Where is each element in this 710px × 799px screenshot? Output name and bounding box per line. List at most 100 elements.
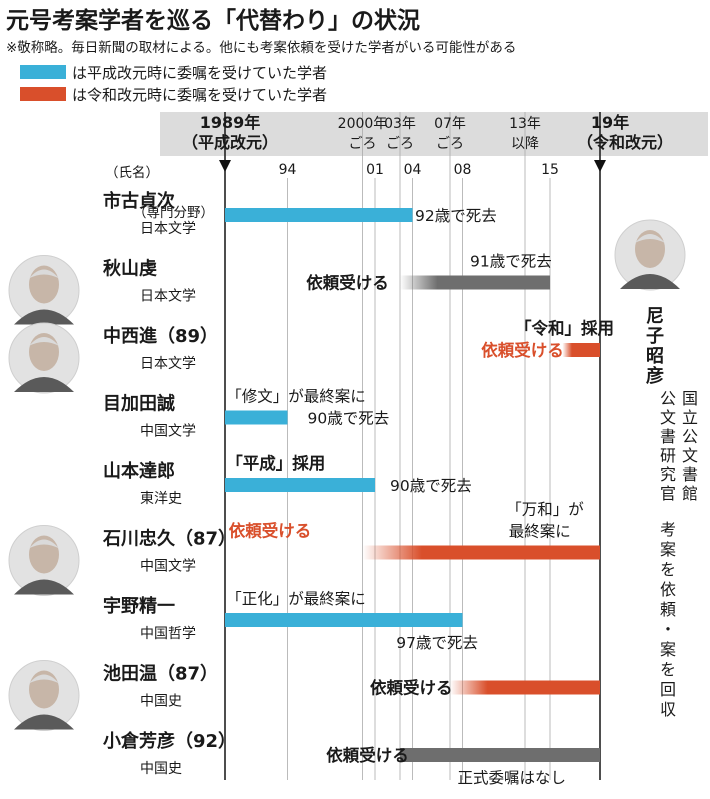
portrait-photo — [614, 219, 686, 291]
legend-label: は平成改元時に委嘱を受けていた学者 — [72, 64, 327, 82]
bar-annotation: 最終案に — [509, 523, 571, 541]
scholar-field: 中国文学 — [140, 559, 196, 575]
axis-top-label-sub: ごろ — [349, 136, 377, 152]
photo-shoulders — [14, 579, 74, 595]
portrait-photo — [8, 322, 80, 394]
bar-annotation: 依頼受ける — [370, 678, 453, 698]
bar-annotation: 97歳で死去 — [396, 634, 478, 652]
scholar-name: 山本達郎 — [103, 460, 175, 482]
vertical-char: 子 — [646, 326, 664, 347]
axis-start-label: （平成改元） — [182, 133, 278, 152]
bar — [225, 410, 288, 425]
bar-annotation: 依頼受ける — [326, 745, 409, 765]
bar — [362, 545, 600, 560]
axis-end-year: 19年 — [591, 113, 629, 132]
vertical-char: 回 — [660, 680, 676, 699]
vertical-char: 官 — [660, 484, 676, 503]
vertical-char: 研 — [660, 446, 676, 465]
axis-top-label: 07年 — [434, 116, 466, 132]
axis-tick-label: 08 — [454, 162, 472, 178]
vertical-char: 収 — [660, 700, 676, 719]
bar-annotation: 正式委嘱はなし — [458, 769, 567, 787]
bar-annotation: 「令和」採用 — [515, 318, 614, 338]
axis-top-label: 13年 — [509, 116, 541, 132]
vertical-char: 考 — [660, 520, 676, 539]
bar-annotation: 依頼受ける — [481, 340, 564, 360]
scholar-name: 石川忠久（87） — [102, 528, 236, 550]
bar — [225, 208, 413, 222]
axis-end-label: （令和改元） — [577, 133, 673, 152]
vertical-char: 究 — [660, 465, 676, 484]
vertical-char: 立 — [682, 408, 698, 427]
axis-tick-label: 04 — [404, 162, 422, 178]
scholar-field: 中国史 — [140, 761, 182, 777]
vertical-char: 公 — [682, 427, 698, 446]
axis-top-label: 2000年 — [338, 116, 388, 132]
bar-annotation: 90歳で死去 — [308, 410, 390, 428]
bar — [225, 478, 375, 492]
bar-annotation: 「平成」採用 — [226, 453, 325, 473]
axis-tick-label: 15 — [541, 162, 559, 178]
photo-hair — [29, 269, 59, 279]
vertical-char: 案 — [660, 640, 676, 659]
vertical-char: 案 — [660, 540, 676, 559]
scholar-field: 中国哲学 — [140, 626, 196, 642]
photo-hair — [29, 539, 59, 549]
bar — [450, 680, 600, 695]
photo-hair — [29, 674, 59, 684]
axis-top-label: 03年 — [384, 116, 416, 132]
legend-swatch — [20, 65, 66, 79]
axis-top-label-sub: 以降 — [511, 136, 539, 152]
vertical-char: ・ — [660, 620, 676, 639]
vertical-char: 文 — [660, 408, 676, 427]
photo-shoulders — [14, 309, 74, 325]
vertical-char: 尼 — [646, 306, 664, 327]
photo-shoulders — [14, 377, 74, 392]
vertical-char: 国 — [682, 389, 698, 408]
end-marker-icon — [594, 160, 606, 172]
scholar-name: 目加田誠 — [103, 393, 175, 415]
axis-top-label-sub: ごろ — [386, 136, 414, 152]
vertical-char: を — [660, 660, 676, 679]
scholar-name: 秋山虔 — [103, 258, 157, 280]
scholar-name: 中西進（89） — [103, 325, 218, 347]
photo-hair — [29, 337, 59, 346]
portrait-photo — [8, 525, 80, 596]
vertical-char: 頼 — [660, 600, 676, 619]
scholar-name: 市古貞次 — [103, 190, 175, 212]
bar — [562, 343, 600, 357]
legend-swatch — [20, 87, 66, 101]
bar-annotation: 依頼受ける — [229, 521, 312, 541]
vertical-char: を — [660, 560, 676, 579]
photo-shoulders — [14, 714, 74, 730]
scholar-name: 小倉芳彦（92） — [103, 730, 236, 752]
bar-annotation: 「正化」が最終案に — [226, 590, 366, 608]
photo-shoulders — [620, 274, 680, 289]
field-column-header: （専門分野） — [133, 205, 214, 221]
scholar-row: 石川忠久（87） 中国文学 依頼受ける 「万和」が最終案に — [102, 501, 600, 575]
vertical-char: 依 — [660, 580, 676, 599]
bar — [400, 748, 600, 762]
axis-header-band — [160, 112, 708, 156]
scholar-row: 池田温（87） 中国史 依頼受ける — [103, 663, 600, 710]
scholar-field: 中国史 — [140, 694, 182, 710]
vertical-char: 文 — [682, 446, 698, 465]
bar — [225, 613, 463, 627]
portrait-photo — [8, 660, 80, 731]
name-column-header: （氏名） — [105, 165, 159, 181]
bar-annotation: 90歳で死去 — [390, 477, 472, 495]
photo-hair — [635, 234, 665, 243]
vertical-char: 書 — [660, 427, 676, 446]
scholar-field: 日本文学 — [140, 289, 196, 305]
